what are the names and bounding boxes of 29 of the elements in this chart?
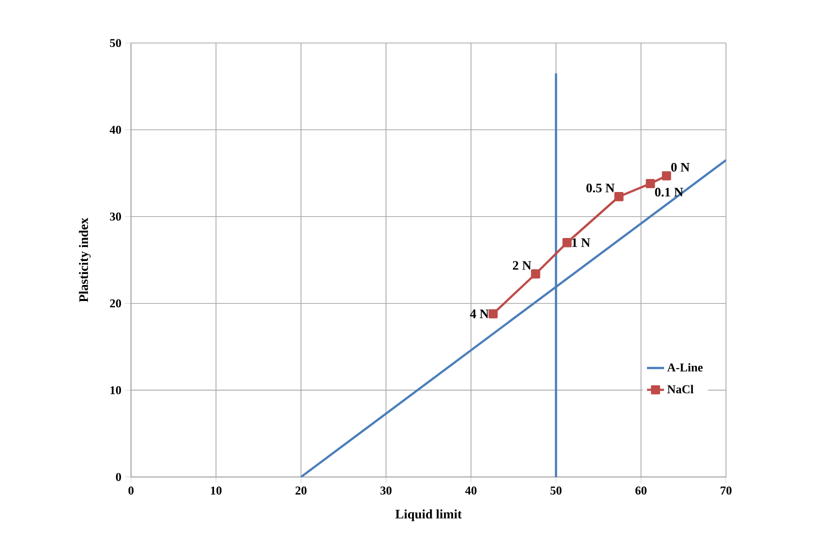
- annotation: 2 N: [512, 261, 532, 270]
- x-tick-label: 10: [210, 486, 222, 495]
- point: [646, 179, 655, 188]
- point: [562, 238, 572, 248]
- y-tick-label: 0: [116, 472, 122, 482]
- annotation: 1 N: [572, 238, 590, 247]
- annotation: 0 N: [671, 162, 690, 172]
- y-tick-label: 20: [110, 299, 122, 308]
- point: [614, 192, 624, 202]
- y-tick-label: 50: [110, 38, 122, 48]
- x-tick-label: 70: [720, 486, 732, 495]
- x-tick-label: 50: [550, 486, 562, 495]
- y-tick-label: 40: [110, 126, 122, 134]
- y-axis-title: Plasticity index: [78, 218, 91, 302]
- x-axis-title: Liquid limit: [395, 509, 462, 522]
- legend-label: NaCl: [667, 384, 694, 394]
- x-tick-label: 20: [296, 486, 307, 495]
- x-tick-label: 60: [635, 486, 647, 495]
- y-tick-label: 10: [110, 386, 122, 394]
- legend-label: A-Line: [667, 363, 703, 372]
- y-tick-label: 30: [110, 212, 122, 221]
- x-tick-label: 0: [128, 486, 134, 495]
- annotation: 0.5 N: [586, 184, 615, 192]
- point: [531, 269, 540, 278]
- x-tick-label: 30: [380, 486, 392, 495]
- point: [488, 309, 498, 318]
- x-tick-label: 40: [465, 486, 477, 495]
- point: [662, 171, 672, 180]
- annotation: 0.1 N: [655, 188, 684, 197]
